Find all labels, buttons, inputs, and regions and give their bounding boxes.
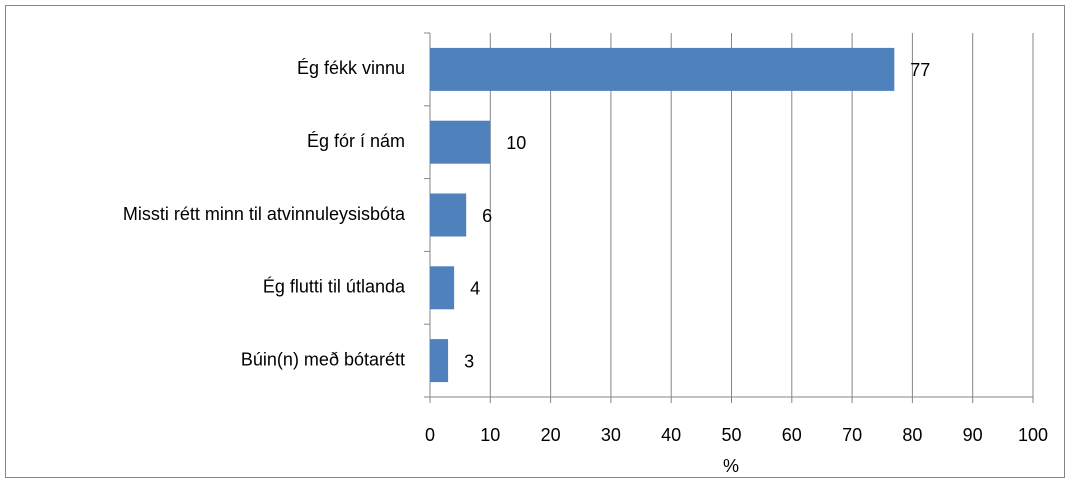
data-label: 6 [482,206,492,226]
y-tick-label: Ég fékk vinnu [297,58,405,78]
y-tick-label: Missti rétt minn til atvinnuleysisbóta [123,204,406,224]
data-label: 77 [910,60,930,80]
x-tick-label: 90 [963,425,983,445]
bar [430,339,449,383]
x-tick-label: 100 [1018,425,1048,445]
y-tick-label: Ég flutti til útlanda [263,277,406,297]
y-tick-label: Búin(n) með bótarétt [241,349,405,369]
data-label: 4 [470,279,480,299]
x-tick-label: 50 [721,425,741,445]
bar [430,120,491,164]
bar [430,47,895,91]
x-tick-label: 80 [902,425,922,445]
bar [430,266,455,310]
x-tick-label: 60 [782,425,802,445]
x-tick-label: 40 [661,425,681,445]
data-label: 10 [506,133,526,153]
x-tick-label: 10 [480,425,500,445]
x-tick-label: 70 [842,425,862,445]
x-tick-label: 0 [425,425,435,445]
bar [430,193,467,237]
y-tick-label: Ég fór í nám [307,131,405,151]
x-tick-label: 30 [601,425,621,445]
x-tick-label: 20 [541,425,561,445]
x-axis-label: % [723,456,739,476]
data-label: 3 [464,351,474,371]
